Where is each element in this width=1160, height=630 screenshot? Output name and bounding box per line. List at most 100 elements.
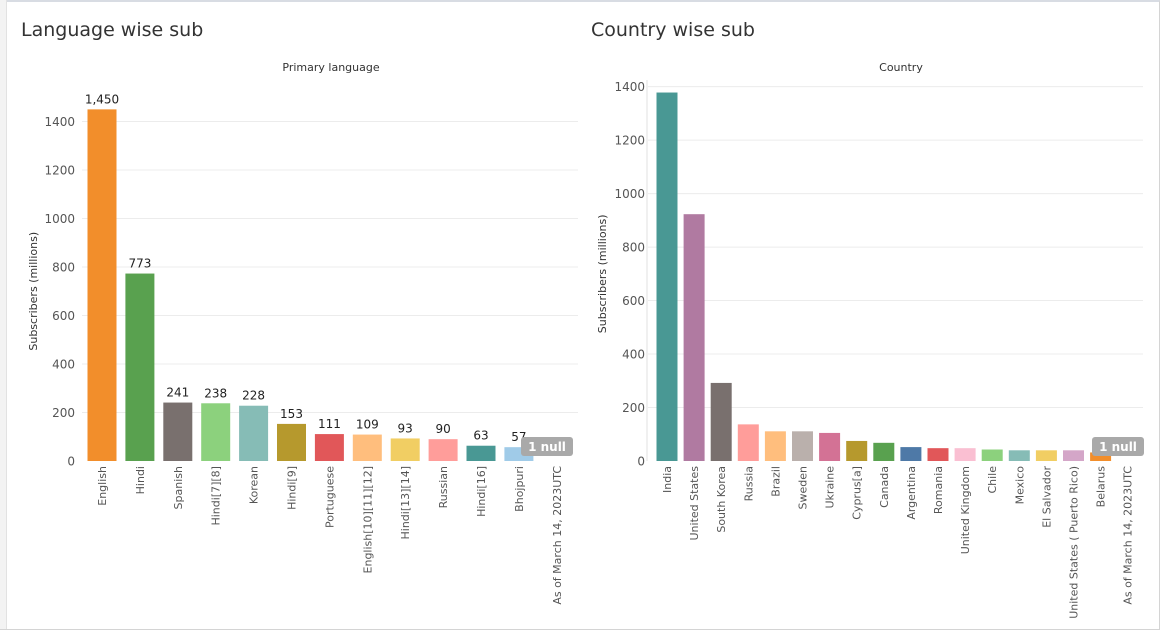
language-y-tick-label: 0 (67, 455, 75, 469)
language-data-label: 90 (435, 422, 450, 436)
language-null-badge (521, 437, 573, 456)
language-data-label: 241 (166, 386, 189, 400)
language-y-axis-label: Subscribers (millions) (27, 232, 40, 351)
language-category-label: Portuguese (323, 466, 336, 528)
country-bar (981, 449, 1003, 461)
language-data-label: 153 (280, 407, 303, 421)
country-y-tick-label: 800 (622, 241, 645, 255)
language-data-label: 228 (242, 389, 265, 403)
country-chart-title: Country (879, 61, 923, 74)
language-bar (466, 445, 496, 461)
language-y-tick-label: 1400 (44, 115, 75, 129)
country-y-tick-label: 1200 (614, 134, 645, 148)
country-category-label: Argentina (905, 466, 918, 520)
language-category-label: As of March 14, 2023UTC (551, 466, 564, 605)
country-category-label: South Korea (715, 466, 728, 533)
language-data-label: 1,450 (85, 92, 119, 106)
country-category-label: Mexico (1013, 466, 1026, 505)
language-bar (239, 405, 269, 461)
country-bar (819, 432, 841, 461)
language-data-label: 238 (204, 386, 227, 400)
language-y-tick-label: 800 (52, 261, 75, 275)
country-bar (873, 442, 895, 461)
language-null-badge-label: 1 null (528, 440, 566, 454)
country-bar (1063, 450, 1084, 461)
language-data-label: 773 (128, 257, 151, 271)
country-bar (954, 448, 976, 461)
country-panel-title: Country wise sub (591, 19, 755, 41)
language-category-label: Hindi[13][14] (399, 466, 412, 540)
language-data-label: 111 (318, 417, 341, 431)
country-category-label: Romania (932, 466, 945, 514)
language-y-tick-label: 200 (52, 406, 75, 420)
country-category-label: As of March 14, 2023UTC (1122, 466, 1135, 605)
language-bar (163, 402, 193, 461)
country-category-label: India (661, 466, 674, 493)
country-category-label: Belarus (1095, 466, 1108, 508)
dashboard-left-edge (0, 0, 7, 629)
country-bar (764, 431, 786, 461)
language-bar (277, 423, 306, 461)
country-null-badge (1092, 437, 1144, 456)
country-category-label: United Kingdom (959, 466, 972, 554)
country-bar (1090, 452, 1112, 461)
country-category-label: Ukraine (824, 466, 837, 509)
country-bar (710, 382, 732, 461)
country-category-label: Russia (742, 466, 755, 501)
language-chart: Primary language 0 200 400 600 800 1000 1200 140… (27, 61, 578, 605)
language-category-label: Hindi[7][8] (210, 466, 223, 526)
language-bar (314, 434, 344, 461)
country-y-tick-label: 600 (622, 294, 645, 308)
language-chart-title: Primary language (282, 61, 379, 74)
country-category-label: Chile (986, 466, 999, 494)
country-bar (1008, 450, 1030, 461)
country-bar (846, 440, 868, 461)
language-data-label: 93 (398, 421, 413, 435)
country-bar (683, 214, 705, 461)
country-category-label: Sweden (797, 466, 810, 509)
language-y-tick-label: 600 (52, 309, 75, 323)
language-category-label: Russian (437, 466, 450, 508)
country-null-badge-label: 1 null (1099, 440, 1137, 454)
country-chart: Country 0 200 400 600 800 1000 1200 1400 Subscrib… (596, 61, 1144, 619)
country-category-label: Brazil (769, 466, 782, 497)
language-category-label: English[10][11][12] (361, 466, 374, 573)
country-y-tick-label: 200 (622, 401, 645, 415)
language-data-label: 109 (356, 418, 379, 432)
country-bar (927, 448, 949, 461)
language-bar (390, 438, 420, 461)
country-y-tick-label: 1000 (614, 187, 645, 201)
country-category-label: El Salvador (1040, 466, 1053, 528)
language-category-label: Hindi[9] (286, 466, 299, 510)
language-category-label: English (96, 466, 109, 506)
country-bar (1035, 450, 1057, 461)
language-category-label: Spanish (172, 466, 185, 509)
language-category-label: Hindi[16] (475, 466, 488, 517)
country-bar (737, 424, 759, 461)
language-y-tick-label: 400 (52, 358, 75, 372)
country-y-tick-label: 1400 (614, 80, 645, 94)
country-category-label: Cyprus[a] (851, 466, 864, 520)
language-category-label: Bhojpuri (513, 466, 526, 512)
language-panel-title: Language wise sub (21, 19, 204, 41)
language-bar (125, 273, 155, 461)
country-bar (900, 447, 922, 461)
language-bar (428, 439, 458, 461)
language-panel: Language wise sub Primary language 0 200 40… (0, 0, 580, 629)
country-category-label: Canada (878, 466, 891, 508)
country-bar (656, 92, 678, 461)
language-bar (201, 403, 231, 461)
language-y-tick-label: 1000 (44, 212, 75, 226)
language-bar (352, 434, 382, 461)
language-y-tick-label: 1200 (44, 164, 75, 178)
country-y-tick-label: 0 (637, 455, 645, 469)
country-bar (792, 431, 813, 461)
country-category-label: United States ( Puerto Rico) (1068, 466, 1081, 619)
country-y-tick-label: 400 (622, 348, 645, 362)
language-data-label: 63 (473, 429, 488, 443)
language-bar (87, 109, 117, 461)
country-panel: Country wise sub Country 0 200 400 600 800 100… (580, 0, 1160, 629)
country-y-axis-label: Subscribers (millions) (596, 214, 609, 333)
language-category-label: Hindi (134, 466, 147, 494)
country-category-label: United States (688, 466, 701, 541)
